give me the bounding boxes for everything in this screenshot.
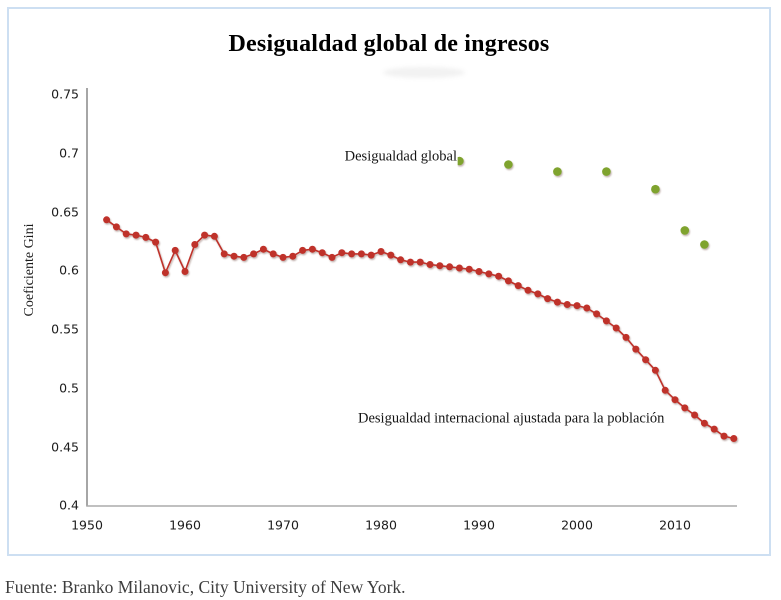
data-point-international: [220, 250, 228, 258]
data-point-international: [122, 230, 130, 238]
data-point-international: [544, 295, 552, 303]
x-axis-tick-label: 1970: [267, 517, 299, 533]
data-point-international: [691, 411, 699, 419]
data-point-international: [671, 396, 679, 404]
data-point-international: [269, 250, 277, 258]
data-point-international: [416, 258, 424, 266]
data-point-international: [730, 435, 738, 442]
data-point-international: [308, 245, 316, 253]
y-axis-tick-label: 0.55: [51, 321, 79, 337]
data-point-international: [210, 232, 218, 240]
data-point-international: [475, 268, 483, 275]
series-international-line: [103, 216, 738, 442]
data-point-international: [563, 301, 571, 308]
data-point-international: [632, 345, 640, 353]
data-point-international: [593, 310, 601, 318]
international-line: [106, 219, 734, 440]
data-point-international: [142, 233, 150, 241]
data-point-international: [112, 223, 120, 231]
data-point-international: [661, 386, 669, 394]
y-axis-tick-label: 0.4: [59, 497, 79, 513]
data-point-international: [348, 250, 356, 258]
data-point-international: [495, 272, 503, 280]
data-point-international: [455, 264, 463, 272]
data-point-international: [250, 250, 258, 258]
data-point-international: [201, 231, 209, 239]
data-point-international: [485, 270, 493, 278]
y-axis-tick-label: 0.5: [59, 380, 79, 396]
y-axis-title: Coeficiente Gini: [22, 223, 37, 317]
data-point-international: [338, 249, 346, 257]
data-point-global: [680, 226, 690, 235]
data-point-international: [103, 216, 111, 224]
data-point-international: [191, 241, 199, 248]
data-point-international: [152, 238, 160, 246]
x-axis-tick-label: 1990: [463, 517, 495, 533]
data-point-international: [465, 265, 473, 273]
y-axis-tick-label: 0.7: [59, 145, 79, 161]
data-point-global: [700, 240, 709, 249]
data-point-global: [553, 167, 562, 176]
y-axis-tick-label: 0.75: [51, 86, 79, 102]
data-point-international: [720, 432, 728, 440]
data-point-international: [436, 262, 444, 270]
data-point-international: [367, 251, 375, 259]
y-axis-tick-label: 0.65: [51, 204, 79, 220]
series-global-dots: [455, 156, 709, 249]
data-point-international: [259, 245, 267, 253]
data-point-international: [514, 282, 522, 290]
data-point-international: [681, 404, 689, 412]
data-point-international: [573, 302, 581, 310]
data-point-international: [406, 258, 414, 266]
x-axis-tick-label: 2000: [561, 517, 593, 533]
data-point-international: [446, 263, 454, 271]
data-point-international: [504, 277, 512, 285]
data-point-international: [279, 253, 287, 261]
data-point-global: [651, 184, 660, 194]
data-point-international: [299, 246, 307, 254]
data-point-global: [602, 167, 611, 176]
data-point-international: [602, 317, 610, 325]
x-axis-tick-label: 1980: [365, 517, 397, 533]
data-point-international: [534, 290, 542, 298]
data-point-international: [553, 298, 561, 306]
data-point-international: [181, 268, 189, 275]
data-point-international: [357, 250, 365, 258]
data-point-international: [583, 304, 591, 312]
data-point-international: [700, 419, 708, 427]
artifact-smudge: [383, 67, 465, 78]
x-axis-tick-label: 1960: [169, 517, 201, 533]
data-point-international: [710, 425, 718, 433]
data-point-international: [377, 248, 385, 255]
data-point-international: [397, 256, 405, 264]
data-point-international: [612, 324, 620, 332]
series-label-global: Desigualdad global: [340, 146, 458, 168]
data-point-international: [230, 252, 238, 260]
data-point-international: [642, 356, 650, 364]
chart-panel: [7, 7, 771, 556]
source-note: Fuente: Branko Milanovic, City Universit…: [5, 577, 406, 597]
data-point-international: [651, 366, 659, 374]
data-point-international: [426, 261, 434, 268]
data-point-international: [171, 246, 179, 254]
y-axis-tick-label: 0.6: [59, 262, 79, 278]
data-point-international: [387, 251, 395, 259]
data-point-international: [240, 253, 248, 261]
series-label-international: Desigualdad internacional ajustada para …: [358, 410, 665, 427]
data-point-international: [289, 252, 297, 260]
data-point-global: [504, 160, 513, 169]
data-point-international: [328, 253, 336, 261]
x-axis-tick-label: 1950: [71, 517, 103, 533]
chart-title: Desigualdad global de ingresos: [228, 31, 550, 57]
data-point-international: [524, 286, 532, 294]
y-axis-tick-label: 0.45: [51, 439, 79, 455]
data-point-international: [622, 333, 630, 341]
data-point-international: [132, 231, 140, 239]
data-point-international: [318, 249, 326, 257]
x-axis-tick-label: 2010: [659, 517, 691, 533]
data-point-international: [161, 269, 169, 277]
